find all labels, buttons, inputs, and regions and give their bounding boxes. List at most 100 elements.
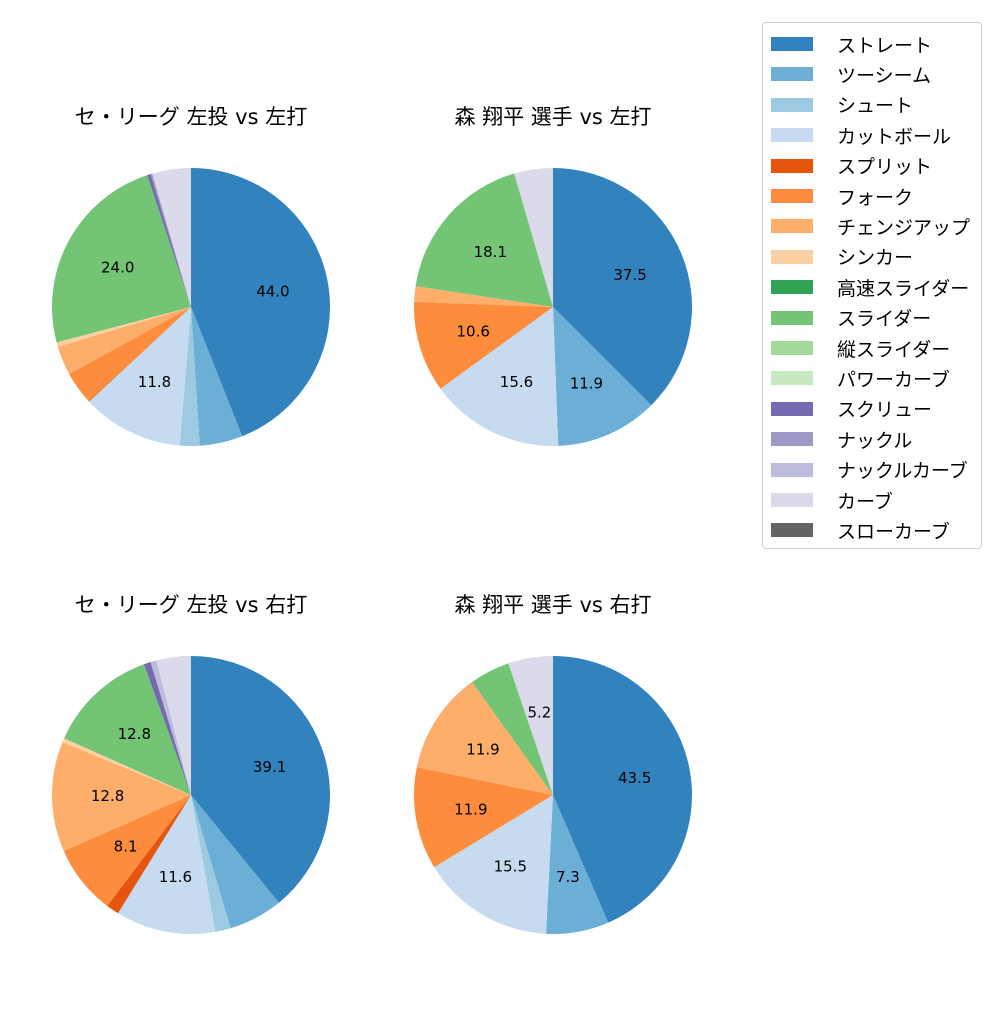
legend-label: スクリュー	[837, 399, 933, 422]
legend-item: スプリット	[771, 154, 932, 178]
legend-item: シュート	[771, 93, 913, 117]
legend-item: ストレート	[771, 32, 933, 57]
legend-swatch	[771, 401, 813, 416]
pie-slice	[416, 682, 553, 795]
pie-slice	[64, 664, 191, 795]
legend-swatch	[771, 249, 813, 264]
legend-label: 縦スライダー	[837, 338, 951, 361]
pie-chart: 37.5 11.9 15.6 10.6 18.1	[414, 168, 693, 446]
legend-item: 高速スライダー	[771, 275, 970, 300]
pie-slice	[62, 738, 191, 795]
legend-label: チェンジアップ	[837, 216, 971, 239]
slice-percent-label: 15.6	[500, 373, 533, 391]
legend-item: シンカー	[771, 245, 913, 269]
pie-slice	[414, 301, 553, 389]
slice-percent-label: 44.0	[256, 282, 289, 300]
pie-slice	[415, 173, 553, 307]
pie-slice	[191, 168, 331, 437]
pie-panel-league-lhp-vs-rhb: セ・リーグ 左投 vs 右打 39.1 11.6 8.1 12.8 12.8	[21, 590, 361, 1010]
pie-slice	[508, 656, 553, 795]
legend-swatch	[771, 97, 813, 112]
pie-slice	[56, 307, 192, 347]
slice-percent-label: 7.3	[556, 868, 580, 886]
slice-percent-label: 11.9	[570, 374, 603, 392]
pie-slice	[179, 307, 200, 447]
slice-percent-label: 11.9	[454, 800, 487, 818]
legend-swatch	[771, 432, 813, 447]
pie-slice	[52, 175, 191, 343]
pie-slice	[191, 795, 231, 932]
legend-item: パワーカーブ	[771, 366, 950, 391]
slice-percent-label: 12.8	[91, 787, 124, 805]
legend-label: シンカー	[837, 247, 914, 270]
pie-slice	[414, 767, 553, 868]
chart-title: セ・リーグ 左投 vs 左打	[74, 105, 308, 129]
pie-slice	[191, 656, 331, 903]
pie-chart: 43.5 7.3 15.5 11.9 11.9 5.2	[414, 656, 693, 934]
pie-slice	[152, 168, 191, 307]
legend-label: ストレート	[837, 34, 933, 57]
legend-swatch	[771, 128, 813, 143]
slice-percent-label: 8.1	[114, 838, 138, 856]
legend-swatch	[771, 462, 813, 477]
chart-legend: ストレートツーシームシュートカットボール スプリットフォークチェンジアップ シンカー…	[762, 22, 982, 549]
pie-slice	[51, 742, 191, 851]
pie-slice	[440, 307, 559, 446]
legend-swatch	[771, 371, 813, 386]
chart-title: 森 翔平 選手 vs 右打	[454, 593, 652, 617]
legend-swatch	[771, 158, 813, 173]
slice-percent-label: 11.9	[466, 741, 499, 759]
legend-label: 高速スライダー	[837, 277, 970, 300]
pie-slice	[150, 173, 191, 307]
legend-label: スプリット	[837, 156, 933, 179]
legend-label: ツーシーム	[837, 64, 932, 87]
pie-slice	[514, 168, 553, 307]
slice-percent-label: 10.6	[456, 322, 489, 340]
legend-swatch	[771, 37, 813, 51]
legend-swatch	[771, 310, 813, 325]
pie-slice	[434, 795, 553, 934]
slice-percent-label: 11.8	[138, 373, 171, 391]
legend-item: チェンジアップ	[771, 214, 971, 239]
pie-slice	[89, 307, 191, 446]
legend-item: カーブ	[771, 488, 893, 513]
pie-slice	[88, 307, 191, 402]
slice-percent-label: 43.5	[618, 769, 651, 787]
pie-slice	[147, 174, 191, 307]
legend-swatch	[771, 67, 813, 82]
legend-swatch	[771, 341, 813, 355]
legend-item: ツーシーム	[771, 62, 932, 87]
legend-item: ナックル	[771, 427, 912, 452]
slice-percent-label: 37.5	[613, 266, 646, 284]
legend-label: パワーカーブ	[837, 368, 950, 391]
legend-swatch	[771, 523, 813, 538]
legend-item: スクリュー	[771, 397, 932, 421]
pie-slice	[553, 307, 652, 446]
pie-slice	[472, 663, 553, 795]
slice-percent-label: 24.0	[101, 258, 134, 276]
pie-slice	[191, 795, 279, 929]
legend-swatch	[771, 280, 813, 295]
legend-item: スライダー	[771, 306, 931, 330]
pie-slice	[63, 795, 191, 906]
pie-slice	[414, 286, 553, 307]
pie-panel-mori-vs-lhb: 森 翔平 選手 vs 左打 37.5 11.9 15.6 10.6 18.1	[383, 102, 723, 522]
pie-slice	[69, 307, 191, 401]
slice-percent-label: 12.8	[118, 725, 151, 743]
pie-chart: 44.0 11.8 24.0	[52, 168, 331, 447]
legend-label: カットボール	[837, 125, 952, 148]
pie-panel-mori-vs-rhb: 森 翔平 選手 vs 右打 43.5 7.3 15.5 11.9 11.9 5.2	[383, 590, 723, 1010]
legend-label: ナックルカーブ	[837, 460, 968, 483]
pie-slice	[118, 795, 216, 934]
pie-chart: 39.1 11.6 8.1 12.8 12.8	[51, 656, 331, 934]
legend-item: フォーク	[771, 184, 913, 209]
legend-label: スローカーブ	[837, 520, 950, 543]
slice-percent-label: 39.1	[253, 758, 286, 776]
chart-title: セ・リーグ 左投 vs 右打	[74, 593, 308, 617]
slice-percent-label: 18.1	[474, 243, 507, 261]
pie-slice	[553, 656, 693, 923]
pie-slice	[57, 307, 191, 374]
pie-panel-league-lhp-vs-lhb: セ・リーグ 左投 vs 左打 44.0 11.8 24.0	[21, 102, 361, 522]
slice-percent-label: 5.2	[527, 704, 551, 722]
legend-item: カットボール	[771, 123, 952, 148]
